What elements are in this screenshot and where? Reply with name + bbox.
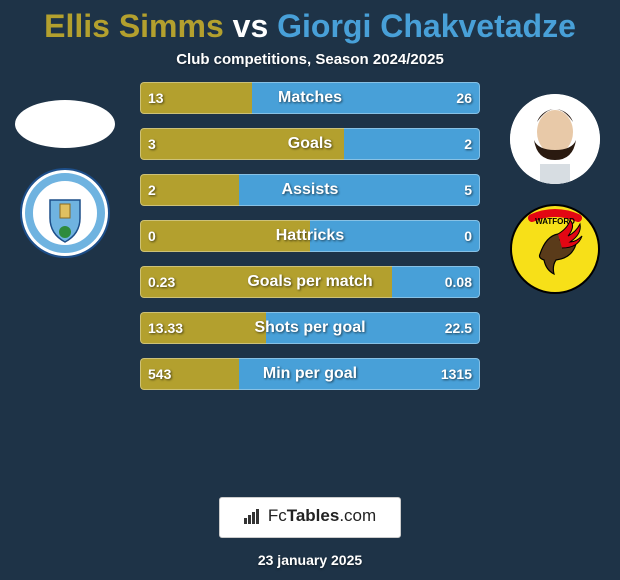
stat-row: 0.230.08Goals per match (140, 266, 480, 298)
title-vs: vs (224, 8, 277, 44)
watford-crest: WATFORD (510, 204, 600, 294)
stat-label: Assists (140, 174, 480, 206)
left-player-column (10, 82, 120, 258)
brand-bold: Tables (287, 506, 340, 525)
brand-tag: FcTables.com (219, 497, 401, 538)
stat-row: 1326Matches (140, 82, 480, 114)
footer-date: 23 january 2025 (0, 552, 620, 568)
brand-prefix: Fc (268, 506, 287, 525)
stat-bars: 1326Matches 32Goals 25Assists 00Hattricks 0.… (140, 82, 480, 404)
stat-row: 00Hattricks (140, 220, 480, 252)
stat-label: Shots per goal (140, 312, 480, 344)
brand-suffix: .com (339, 506, 376, 525)
footer: FcTables.com 23 january 2025 (0, 497, 620, 568)
brand-logo-icon (244, 508, 262, 529)
stat-row: 25Assists (140, 174, 480, 206)
stat-row: 32Goals (140, 128, 480, 160)
subtitle: Club competitions, Season 2024/2025 (0, 51, 620, 68)
stat-row: 13.3322.5Shots per goal (140, 312, 480, 344)
stat-row: 5431315Min per goal (140, 358, 480, 390)
stat-label: Matches (140, 82, 480, 114)
right-player-column: WATFORD (500, 82, 610, 294)
page-title: Ellis Simms vs Giorgi Chakvetadze (0, 0, 620, 45)
stat-label: Goals (140, 128, 480, 160)
coventry-crest (20, 168, 110, 258)
title-left: Ellis Simms (44, 8, 224, 44)
stat-label: Hattricks (140, 220, 480, 252)
right-player-photo (510, 94, 600, 184)
stat-label: Min per goal (140, 358, 480, 390)
title-right: Giorgi Chakvetadze (277, 8, 576, 44)
stat-label: Goals per match (140, 266, 480, 298)
left-player-photo (15, 100, 115, 148)
comparison-stage: WATFORD 1326Matches 32Goals 25Assists 00Hat… (0, 82, 620, 512)
